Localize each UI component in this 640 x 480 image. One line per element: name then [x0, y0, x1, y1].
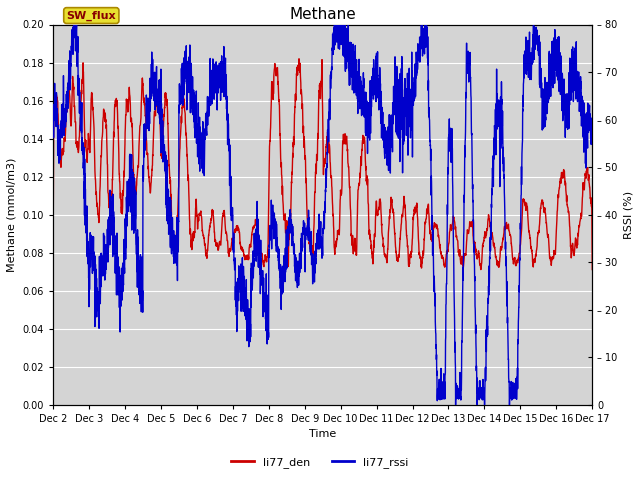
Y-axis label: Methane (mmol/m3): Methane (mmol/m3) — [7, 157, 17, 272]
Title: Methane: Methane — [289, 7, 356, 22]
Text: SW_flux: SW_flux — [67, 11, 116, 21]
Y-axis label: RSSI (%): RSSI (%) — [623, 191, 633, 239]
X-axis label: Time: Time — [309, 430, 336, 440]
Legend: li77_den, li77_rssi: li77_den, li77_rssi — [227, 452, 413, 472]
